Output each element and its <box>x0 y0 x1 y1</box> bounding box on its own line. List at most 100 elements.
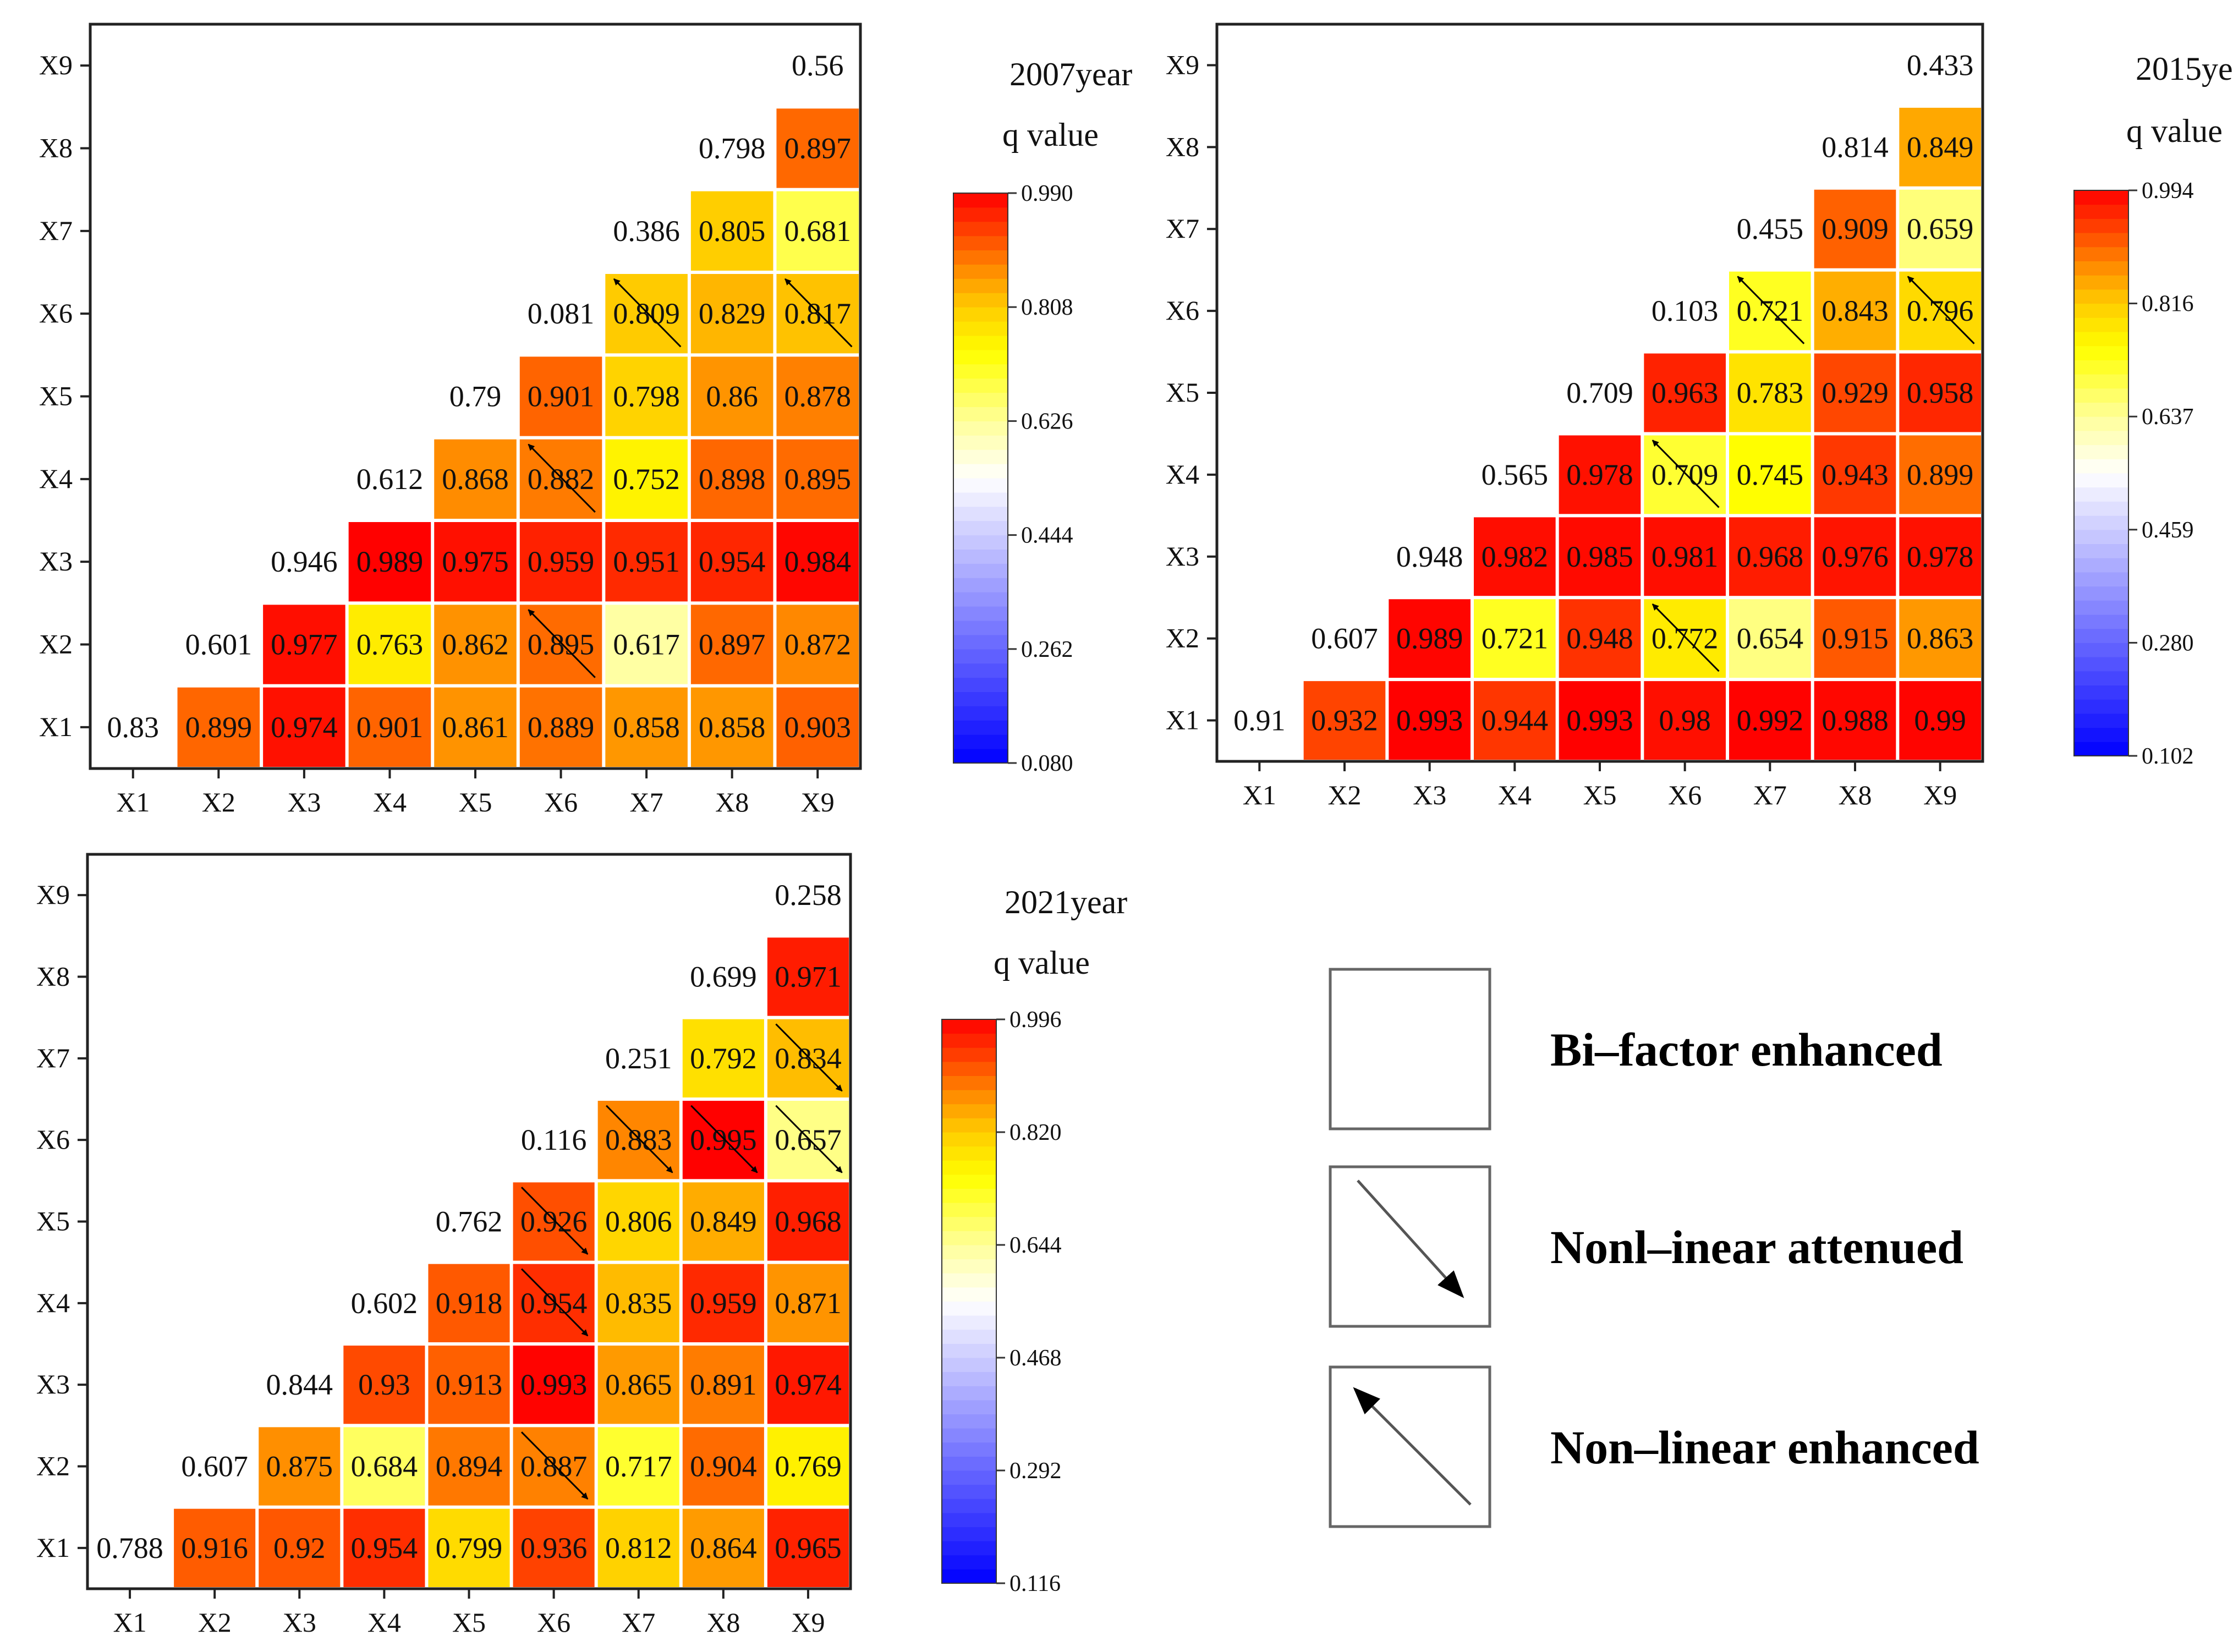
single-factor-q-label: 0.455 <box>1737 212 1804 245</box>
cell-value-label: 0.974 <box>775 1368 842 1401</box>
colorbar-segment <box>953 734 1008 749</box>
heatmap-cell <box>690 356 773 436</box>
x-tick-label: X4 <box>1498 780 1532 810</box>
colorbar-segment <box>953 221 1008 237</box>
colorbar-segment <box>942 1104 996 1118</box>
colorbar-segment <box>953 549 1008 564</box>
legend-symbol-box <box>1329 1165 1491 1328</box>
heatmap-cell <box>513 1508 595 1587</box>
colorbar-segment <box>953 193 1008 208</box>
colorbar-tick-label: 0.080 <box>1021 751 1073 776</box>
nonlinear-attenuated-arrow-icon <box>520 1268 589 1337</box>
x-tick-label: X8 <box>715 787 749 817</box>
cell-value-label: 0.684 <box>351 1450 418 1483</box>
cell-value-label: 0.868 <box>442 463 509 496</box>
cell-value-label: 0.872 <box>784 628 851 661</box>
cell-value-label: 0.985 <box>1566 540 1633 573</box>
colorbar-frame <box>941 1019 997 1584</box>
x-tick-label: X3 <box>1413 780 1446 810</box>
x-tick-label: X9 <box>791 1607 825 1638</box>
single-factor-q-label: 0.844 <box>266 1368 333 1401</box>
colorbar-segment <box>953 592 1008 607</box>
cell-value-label: 0.989 <box>1396 622 1463 655</box>
cell-value-label: 0.745 <box>1737 458 1804 491</box>
nonlinear-enhanced-arrow-icon <box>528 443 596 513</box>
heatmap-cell <box>343 1508 425 1587</box>
colorbar-segment <box>2074 388 2128 403</box>
single-factor-q-label: 0.607 <box>1311 622 1378 655</box>
colorbar-segment <box>2074 600 2128 615</box>
colorbar-tick-label: 0.994 <box>2142 178 2194 204</box>
y-tick-label: X7 <box>39 215 73 246</box>
heatmap-cell <box>513 1346 595 1424</box>
colorbar-segment <box>2074 586 2128 601</box>
colorbar-segment <box>953 336 1008 350</box>
single-factor-q-label: 0.709 <box>1566 376 1633 409</box>
heatmap-cell <box>1474 599 1556 678</box>
heatmap-cell <box>1389 599 1471 678</box>
colorbar-segment <box>942 1033 996 1048</box>
heatmap-cell <box>1729 681 1811 760</box>
colorbar-segment <box>942 1019 996 1034</box>
legend-label: Nonl–inear attenued <box>1550 1221 1963 1274</box>
heatmap-cell <box>348 605 431 684</box>
heatmap-cell <box>428 1346 510 1424</box>
colorbar-tick-label: 0.996 <box>1009 1007 1062 1033</box>
single-factor-q-label: 0.258 <box>775 879 842 912</box>
cell-value-label: 0.958 <box>1907 376 1974 409</box>
heatmap-cell <box>1814 435 1896 514</box>
colorbar-segment <box>953 691 1008 706</box>
nonlinear-attenuated-arrow-icon <box>775 1023 843 1092</box>
colorbar-segment <box>953 634 1008 650</box>
cell-value-label: 0.799 <box>436 1532 503 1565</box>
colorbar-segment <box>2074 459 2128 474</box>
colorbar-segment <box>953 250 1008 265</box>
single-factor-q-label: 0.602 <box>351 1287 418 1320</box>
colorbar-segment <box>942 1442 996 1457</box>
heatmap-cell <box>174 1508 256 1587</box>
heatmap-cell <box>682 1264 764 1342</box>
x-tick-label: X7 <box>622 1607 655 1638</box>
heatmap-cell <box>1814 353 1896 432</box>
cell-value-label: 0.992 <box>1737 704 1804 737</box>
single-factor-q-label: 0.116 <box>521 1123 587 1156</box>
y-tick-label: X4 <box>1166 459 1199 490</box>
colorbar-segment <box>953 464 1008 479</box>
cell-value-label: 0.897 <box>699 628 766 661</box>
colorbar-segment <box>953 407 1008 421</box>
cell-value-label: 0.951 <box>613 545 680 578</box>
colorbar-segment <box>2074 332 2128 347</box>
single-factor-q-label: 0.607 <box>181 1450 248 1483</box>
cell-value-label: 0.915 <box>1821 622 1889 655</box>
heatmap-cell <box>348 522 431 602</box>
colorbar-tick-label: 0.808 <box>1021 295 1073 320</box>
colorbar-segment <box>942 1329 996 1344</box>
y-tick-label: X2 <box>39 629 73 660</box>
colorbar-segment <box>942 1315 996 1330</box>
x-tick-label: X7 <box>1753 780 1787 810</box>
heatmap-cell <box>1899 435 1981 514</box>
colorbar-segment <box>942 1512 996 1527</box>
y-tick-label: X1 <box>36 1532 70 1563</box>
colorbar-segment <box>2074 742 2128 756</box>
cell-value-label: 0.721 <box>1482 622 1549 655</box>
colorbar-segment <box>2074 614 2128 629</box>
colorbar-segment <box>942 1428 996 1443</box>
nonlinear-attenuated-arrow-icon <box>520 1187 589 1255</box>
heatmap-cell <box>1559 599 1641 678</box>
colorbar-segment <box>953 649 1008 664</box>
colorbar-segment <box>942 1484 996 1499</box>
cell-value-label: 0.903 <box>784 711 851 744</box>
heatmap-cell <box>263 687 345 767</box>
colorbar-tick-label: 0.468 <box>1009 1346 1062 1371</box>
colorbar-segment <box>2074 444 2128 459</box>
colorbar-segment <box>2074 529 2128 544</box>
colorbar-segment <box>953 478 1008 493</box>
colorbar-segment <box>2074 374 2128 389</box>
colorbar-segment <box>942 1160 996 1175</box>
colorbar-segment <box>2074 246 2128 261</box>
colorbar-segment <box>953 349 1008 365</box>
cell-value-label: 0.891 <box>690 1368 757 1401</box>
colorbar-segment <box>2074 204 2128 219</box>
colorbar-segment <box>942 1273 996 1288</box>
